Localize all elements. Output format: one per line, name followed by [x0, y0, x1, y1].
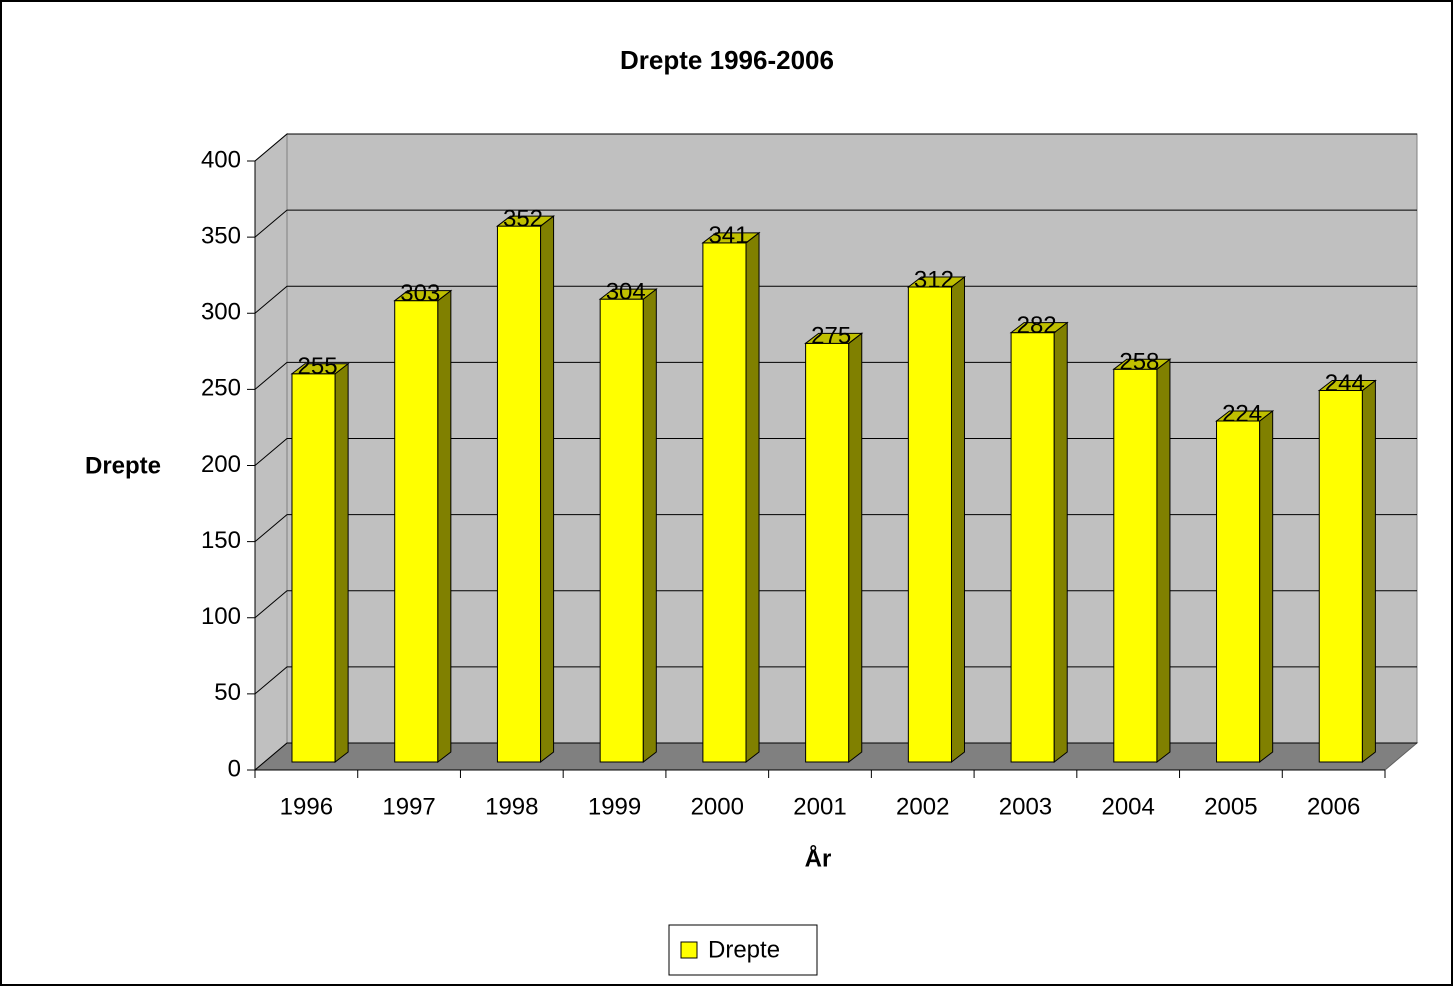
y-tick-label: 100 [201, 603, 241, 630]
y-axis-label: Drepte [85, 452, 161, 479]
data-label: 224 [1222, 400, 1262, 427]
legend-swatch [680, 941, 698, 959]
y-tick-label: 350 [201, 222, 241, 249]
y-tick-label: 250 [201, 375, 241, 402]
data-label: 275 [811, 323, 851, 350]
bar [1113, 368, 1158, 763]
data-label: 282 [1017, 312, 1057, 339]
x-tick-label: 1999 [588, 793, 641, 820]
grid-line [254, 133, 1417, 162]
x-tick-label: 2005 [1204, 793, 1257, 820]
data-label: 304 [606, 279, 646, 306]
bar-top [1112, 358, 1172, 370]
bar [496, 225, 542, 763]
bar-side [437, 289, 452, 764]
bar-top [290, 363, 350, 375]
x-tick-label: 2000 [691, 793, 744, 820]
data-label: 255 [298, 353, 338, 380]
x-tick-label: 1998 [485, 793, 538, 820]
bar [1318, 390, 1363, 763]
x-tick-label: 2004 [1101, 793, 1154, 820]
bar-side [1053, 321, 1068, 764]
y-tick-label: 50 [214, 679, 241, 706]
bar-top [598, 288, 658, 300]
x-tick-label: 1997 [382, 793, 435, 820]
bar-top [701, 232, 761, 244]
bar-side [642, 288, 657, 764]
x-tick-label: 2003 [999, 793, 1052, 820]
bar [702, 242, 747, 763]
grid-line [254, 285, 1417, 314]
bar-top [495, 215, 556, 227]
data-label: 352 [503, 205, 543, 232]
legend-label: Drepte [708, 936, 780, 963]
bar-top [804, 332, 864, 344]
data-label: 312 [914, 266, 954, 293]
x-tick-label: 2001 [793, 793, 846, 820]
bar [1010, 332, 1055, 763]
bar-side [1259, 409, 1274, 764]
x-axis-label: År [805, 844, 832, 872]
bar-side [334, 362, 349, 764]
data-label: 303 [400, 280, 440, 307]
grid-line [254, 209, 1417, 238]
bar-side [540, 215, 555, 764]
bar-top [906, 276, 966, 288]
y-tick-label: 300 [201, 299, 241, 326]
data-label: 341 [708, 222, 748, 249]
bar [599, 298, 644, 763]
bar-top [1215, 410, 1275, 422]
bar [1216, 420, 1261, 763]
bar-top [393, 290, 453, 302]
data-label: 258 [1119, 349, 1159, 376]
x-tick-label: 2006 [1307, 793, 1360, 820]
bar-side [1361, 379, 1376, 764]
x-tick-label: 1996 [280, 793, 333, 820]
bar [291, 373, 336, 763]
y-tick-label: 200 [201, 451, 241, 478]
bar-side [950, 275, 965, 764]
bar-side [745, 231, 760, 764]
y-tick-label: 150 [201, 527, 241, 554]
data-label: 244 [1325, 370, 1365, 397]
x-tick-label: 2002 [896, 793, 949, 820]
bar [907, 286, 952, 763]
y-tick-label: 400 [201, 146, 241, 173]
y-tick-label: 0 [228, 755, 241, 782]
bar-top [1009, 322, 1069, 334]
bar-side [848, 332, 863, 764]
bar [394, 300, 439, 763]
chart-title: Drepte 1996-2006 [620, 45, 834, 75]
bar-side [1156, 358, 1171, 764]
bar-top [1317, 380, 1377, 392]
bar [805, 342, 850, 763]
